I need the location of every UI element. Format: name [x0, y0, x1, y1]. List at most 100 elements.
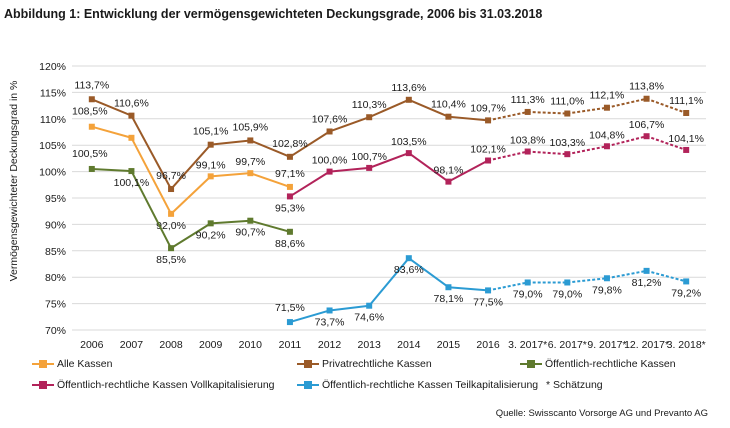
- privatrechtliche-kassen-data-label: 113,8%: [629, 81, 664, 93]
- offentlich-rechtliche-kassen-vollkapitalisierung-data-label: 95,3%: [275, 202, 305, 214]
- chart-title: Abbildung 1: Entwicklung der vermögensge…: [4, 7, 543, 21]
- privatrechtliche-kassen-data-label: 107,6%: [312, 113, 348, 125]
- offentlich-rechtliche-kassen-vollkapitalisierung-segment: [447, 159, 489, 183]
- offentlich-rechtliche-kassen-vollkapitalisierung-data-label: 103,5%: [391, 136, 427, 148]
- offentlich-rechtliche-kassen-teilkapitalisierung-data-label: 71,5%: [275, 302, 305, 314]
- legend-label-oeffentlich: Öffentlich-rechtliche Kassen: [545, 358, 676, 370]
- offentlich-rechtliche-kassen-teilkapitalisierung-segment: [567, 277, 608, 284]
- offentlich-rechtliche-kassen-segment: [250, 219, 291, 233]
- offentlich-rechtliche-kassen-teilkapitalisierung-segment: [487, 281, 528, 292]
- privatrechtliche-kassen-data-label: 110,4%: [431, 99, 466, 111]
- alle-kassen-segment: [170, 175, 212, 215]
- offentlich-rechtliche-kassen-teilkapitalisierung-point: [445, 284, 452, 291]
- privatrechtliche-kassen-segment: [170, 144, 212, 190]
- legend-swatch-teilkapitalisierung: [297, 381, 319, 389]
- offentlich-rechtliche-kassen-segment: [130, 170, 172, 249]
- x-tick-label: 2013: [358, 339, 382, 351]
- source-note: Quelle: Swisscanto Vorsorge AG und Preva…: [495, 408, 708, 419]
- legend-item-alle-kassen: Alle Kassen: [32, 358, 112, 370]
- offentlich-rechtliche-kassen-vollkapitalisierung-segment: [527, 150, 568, 156]
- y-tick-label: 75%: [45, 299, 66, 311]
- x-tick-label: 2006: [80, 339, 104, 351]
- offentlich-rechtliche-kassen-teilkapitalisierung-data-label: 79,0%: [552, 288, 582, 300]
- privatrechtliche-kassen-segment: [210, 139, 251, 146]
- offentlich-rechtliche-kassen-data-label: 88,6%: [275, 238, 305, 250]
- privatrechtliche-kassen-data-label: 105,9%: [233, 121, 269, 133]
- privatrechtliche-kassen-point: [88, 96, 95, 103]
- offentlich-rechtliche-kassen-teilkapitalisierung-point: [683, 278, 690, 285]
- offentlich-rechtliche-kassen-teilkapitalisierung-data-label: 78,1%: [434, 293, 464, 305]
- privatrechtliche-kassen-segment: [448, 115, 489, 122]
- offentlich-rechtliche-kassen-teilkapitalisierung-point: [326, 307, 333, 314]
- privatrechtliche-kassen-segment: [567, 106, 608, 115]
- privatrechtliche-kassen-segment: [289, 130, 331, 158]
- legend-swatch-privatrechtliche: [297, 360, 319, 368]
- privatrechtliche-kassen-data-label: 113,7%: [74, 79, 109, 91]
- offentlich-rechtliche-kassen-teilkapitalisierung-point: [366, 302, 373, 309]
- legend-footnote: * Schätzung: [546, 379, 603, 391]
- legend-swatch-alle-kassen: [32, 360, 54, 368]
- privatrechtliche-kassen-data-label: 110,3%: [352, 99, 387, 111]
- offentlich-rechtliche-kassen-data-label: 85,5%: [156, 254, 186, 266]
- offentlich-rechtliche-kassen-vollkapitalisierung-segment: [646, 135, 687, 151]
- offentlich-rechtliche-kassen-vollkapitalisierung-data-label: 104,8%: [589, 129, 625, 141]
- alle-kassen-segment: [91, 125, 132, 139]
- offentlich-rechtliche-kassen-vollkapitalisierung-data-label: 98,1%: [434, 165, 464, 177]
- offentlich-rechtliche-kassen-teilkapitalisierung-data-label: 74,6%: [354, 312, 384, 324]
- offentlich-rechtliche-kassen-point: [168, 245, 175, 252]
- offentlich-rechtliche-kassen-teilkapitalisierung-point: [564, 279, 571, 286]
- offentlich-rechtliche-kassen-data-label: 100,5%: [72, 148, 108, 160]
- offentlich-rechtliche-kassen-data-label: 90,7%: [235, 227, 265, 239]
- offentlich-rechtliche-kassen-point: [207, 220, 214, 227]
- offentlich-rechtliche-kassen-teilkapitalisierung-segment: [408, 257, 450, 289]
- x-tick-label: 3. 2017*: [508, 339, 547, 351]
- offentlich-rechtliche-kassen-vollkapitalisierung-point: [564, 151, 571, 158]
- y-tick-label: 80%: [45, 272, 66, 284]
- x-tick-label: 2009: [199, 339, 223, 351]
- x-tick-label: 2008: [159, 339, 183, 351]
- privatrechtliche-kassen-segment: [606, 97, 647, 109]
- y-tick-label: 85%: [45, 246, 66, 258]
- legend-label-privatrechtliche: Privatrechtliche Kassen: [322, 358, 432, 370]
- legend: Alle Kassen Privatrechtliche Kassen Öffe…: [30, 356, 730, 396]
- offentlich-rechtliche-kassen-point: [286, 228, 293, 235]
- privatrechtliche-kassen-point: [128, 112, 135, 119]
- offentlich-rechtliche-kassen-teilkapitalisierung-segment: [606, 269, 647, 280]
- offentlich-rechtliche-kassen-vollkapitalisierung-point: [643, 133, 650, 140]
- offentlich-rechtliche-kassen-vollkapitalisierung-segment: [567, 145, 608, 156]
- privatrechtliche-kassen-segment: [408, 98, 449, 118]
- offentlich-rechtliche-kassen-teilkapitalisierung-point: [524, 279, 531, 286]
- offentlich-rechtliche-kassen-teilkapitalisierung-segment: [329, 304, 370, 312]
- privatrechtliche-kassen-point: [643, 95, 650, 102]
- alle-kassen-data-label: 108,5%: [72, 106, 108, 118]
- alle-kassen-segment: [130, 137, 172, 215]
- offentlich-rechtliche-kassen-vollkapitalisierung-point: [405, 150, 412, 157]
- privatrechtliche-kassen-data-label: 113,6%: [391, 82, 426, 94]
- x-tick-label: 2012: [318, 339, 342, 351]
- privatrechtliche-kassen-data-label: 105,1%: [193, 126, 229, 138]
- offentlich-rechtliche-kassen-data-label: 90,2%: [196, 229, 226, 241]
- offentlich-rechtliche-kassen-vollkapitalisierung-data-label: 100,7%: [351, 151, 387, 163]
- offentlich-rechtliche-kassen-vollkapitalisierung-data-label: 102,1%: [470, 144, 506, 156]
- alle-kassen-point: [286, 183, 293, 190]
- privatrechtliche-kassen-data-label: 111,3%: [511, 94, 545, 106]
- offentlich-rechtliche-kassen-vollkapitalisierung-segment: [408, 152, 450, 183]
- offentlich-rechtliche-kassen-vollkapitalisierung-data-label: 103,8%: [510, 135, 546, 147]
- x-tick-label: 2016: [476, 339, 500, 351]
- privatrechtliche-kassen-point: [485, 117, 492, 124]
- legend-swatch-vollkapitalisierung: [32, 381, 54, 389]
- privatrechtliche-kassen-data-label: 112,1%: [590, 90, 625, 102]
- alle-kassen-point: [88, 123, 95, 130]
- y-tick-label: 90%: [45, 219, 66, 231]
- offentlich-rechtliche-kassen-vollkapitalisierung-data-label: 104,1%: [668, 133, 704, 145]
- offentlich-rechtliche-kassen-vollkapitalisierung-point: [485, 157, 492, 164]
- privatrechtliche-kassen-point: [564, 110, 571, 117]
- offentlich-rechtliche-kassen-vollkapitalisierung-point: [524, 148, 531, 155]
- offentlich-rechtliche-kassen-teilkapitalisierung-segment: [289, 309, 330, 324]
- offentlich-rechtliche-kassen-vollkapitalisierung-data-label: 103,3%: [550, 137, 586, 149]
- x-tick-label: 9. 2017*: [587, 339, 626, 351]
- privatrechtliche-kassen-point: [247, 137, 254, 144]
- offentlich-rechtliche-kassen-vollkapitalisierung-point: [366, 164, 373, 171]
- line-chart: 70% 75% 80% 85% 90% 95% 100% 105% 110% 115% 120% 20…: [39, 61, 706, 351]
- y-tick-label: 100%: [39, 167, 66, 179]
